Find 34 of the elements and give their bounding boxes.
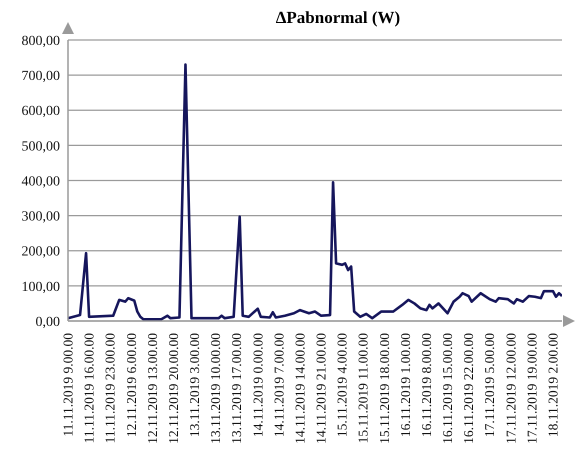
x-tick-label: 15.11.2019 4.00.00: [334, 332, 350, 438]
y-tick-label: 700,00: [22, 69, 60, 84]
y-tick-label: 100,00: [22, 280, 60, 295]
y-tick-label: 500,00: [22, 139, 60, 154]
x-tick-label: 11.11.2019 16.00.00: [82, 332, 97, 444]
x-tick-label: 14.11.2019 14.00.00: [292, 332, 308, 444]
x-tick-label: 18.11.2019 2.00.00: [545, 332, 560, 438]
chart-title: ΔPabnormal (W): [274, 8, 402, 28]
x-tick-label: 13.11.2019 10.00.00: [208, 332, 224, 444]
x-tick-label: 11.11.2019 9.00.00: [60, 332, 76, 437]
x-tick-label: 17.11.2019 19.00.00: [524, 332, 540, 444]
y-tick-label: 800,00: [22, 34, 60, 49]
x-tick-label: 16.11.2019 15.00.00: [440, 332, 456, 444]
y-tick-label: 200,00: [22, 244, 60, 260]
x-tick-label: 16.11.2019 1.00.00: [398, 332, 413, 438]
x-tick-label: 14.11.2019 7.00.00: [271, 332, 286, 438]
x-tick-label: 14.11.2019 21.00.00: [314, 332, 329, 444]
y-tick-label: 300,00: [22, 210, 60, 225]
x-tick-label: 13.11.2019 3.00.00: [187, 332, 202, 438]
x-tick-label: 15.11.2019 11.00.00: [356, 332, 371, 444]
x-tick-label: 12.11.2019 20.00.00: [166, 332, 181, 444]
x-tick-label: 12.11.2019 6.00.00: [124, 332, 139, 438]
x-tick-label: 16.11.2019 8.00.00: [418, 332, 434, 438]
x-tick-label: 17.11.2019 12.00.00: [503, 332, 518, 444]
x-tick-label: 17.11.2019 5.00.00: [482, 332, 498, 438]
y-tick-label: 0,00: [36, 314, 60, 330]
y-tick-label: 600,00: [22, 104, 60, 120]
x-tick-label: 15.11.2019 18.00.00: [376, 332, 392, 444]
x-tick-label: 12.11.2019 13.00.00: [144, 332, 160, 444]
x-tick-label: 14.11.2019 0.00.00: [250, 332, 266, 438]
x-tick-label: 11.11.2019 23.00.00: [102, 332, 118, 444]
x-tick-label: 16.11.2019 22.00.00: [461, 332, 476, 444]
x-tick-label: 13.11.2019 17.00.00: [229, 332, 244, 444]
y-tick-label: 400,00: [22, 174, 60, 190]
